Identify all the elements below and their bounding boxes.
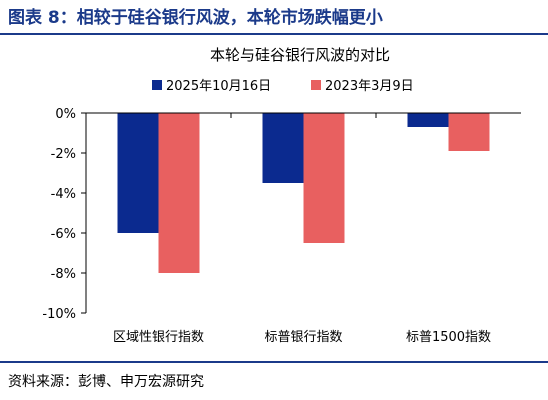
y-tick-label: -10% — [42, 307, 76, 322]
bars — [117, 113, 490, 273]
y-tick-label: -6% — [51, 227, 76, 242]
source-note: 资料来源：彭博、申万宏源研究 — [8, 374, 204, 390]
bar-2023-1 — [303, 113, 345, 243]
x-axis-categories: 区域性银行指数 标普银行指数 标普1500指数 — [113, 113, 491, 345]
legend-label-2023: 2023年3月9日 — [325, 79, 414, 94]
y-axis-ticks: 0% -2% -4% -6% -8% -10% — [42, 107, 86, 322]
y-tick-label: 0% — [55, 107, 76, 122]
x-category-label: 标普银行指数 — [264, 330, 342, 345]
x-category-label: 区域性银行指数 — [113, 330, 204, 345]
y-tick-label: -2% — [51, 147, 76, 162]
bar-2025-0 — [117, 113, 159, 233]
figure-title: 图表 8：相较于硅谷银行风波，本轮市场跌幅更小 — [8, 8, 383, 28]
legend: 2025年10月16日 2023年3月9日 — [152, 79, 414, 94]
bar-2025-1 — [262, 113, 304, 183]
top-divider — [0, 33, 548, 35]
bar-2023-2 — [448, 113, 490, 151]
y-tick-label: -8% — [51, 267, 76, 282]
bar-2025-2 — [407, 113, 449, 127]
chart-title: 本轮与硅谷银行风波的对比 — [210, 46, 390, 64]
y-tick-label: -4% — [51, 187, 76, 202]
x-category-label: 标普1500指数 — [406, 330, 491, 345]
legend-label-2025: 2025年10月16日 — [166, 79, 271, 94]
legend-swatch-2025 — [152, 80, 162, 90]
legend-swatch-2023 — [311, 80, 321, 90]
bottom-divider — [0, 361, 548, 363]
bar-2023-0 — [158, 113, 200, 273]
bar-chart: 本轮与硅谷银行风波的对比 2025年10月16日 2023年3月9日 0% -2%… — [42, 46, 521, 345]
